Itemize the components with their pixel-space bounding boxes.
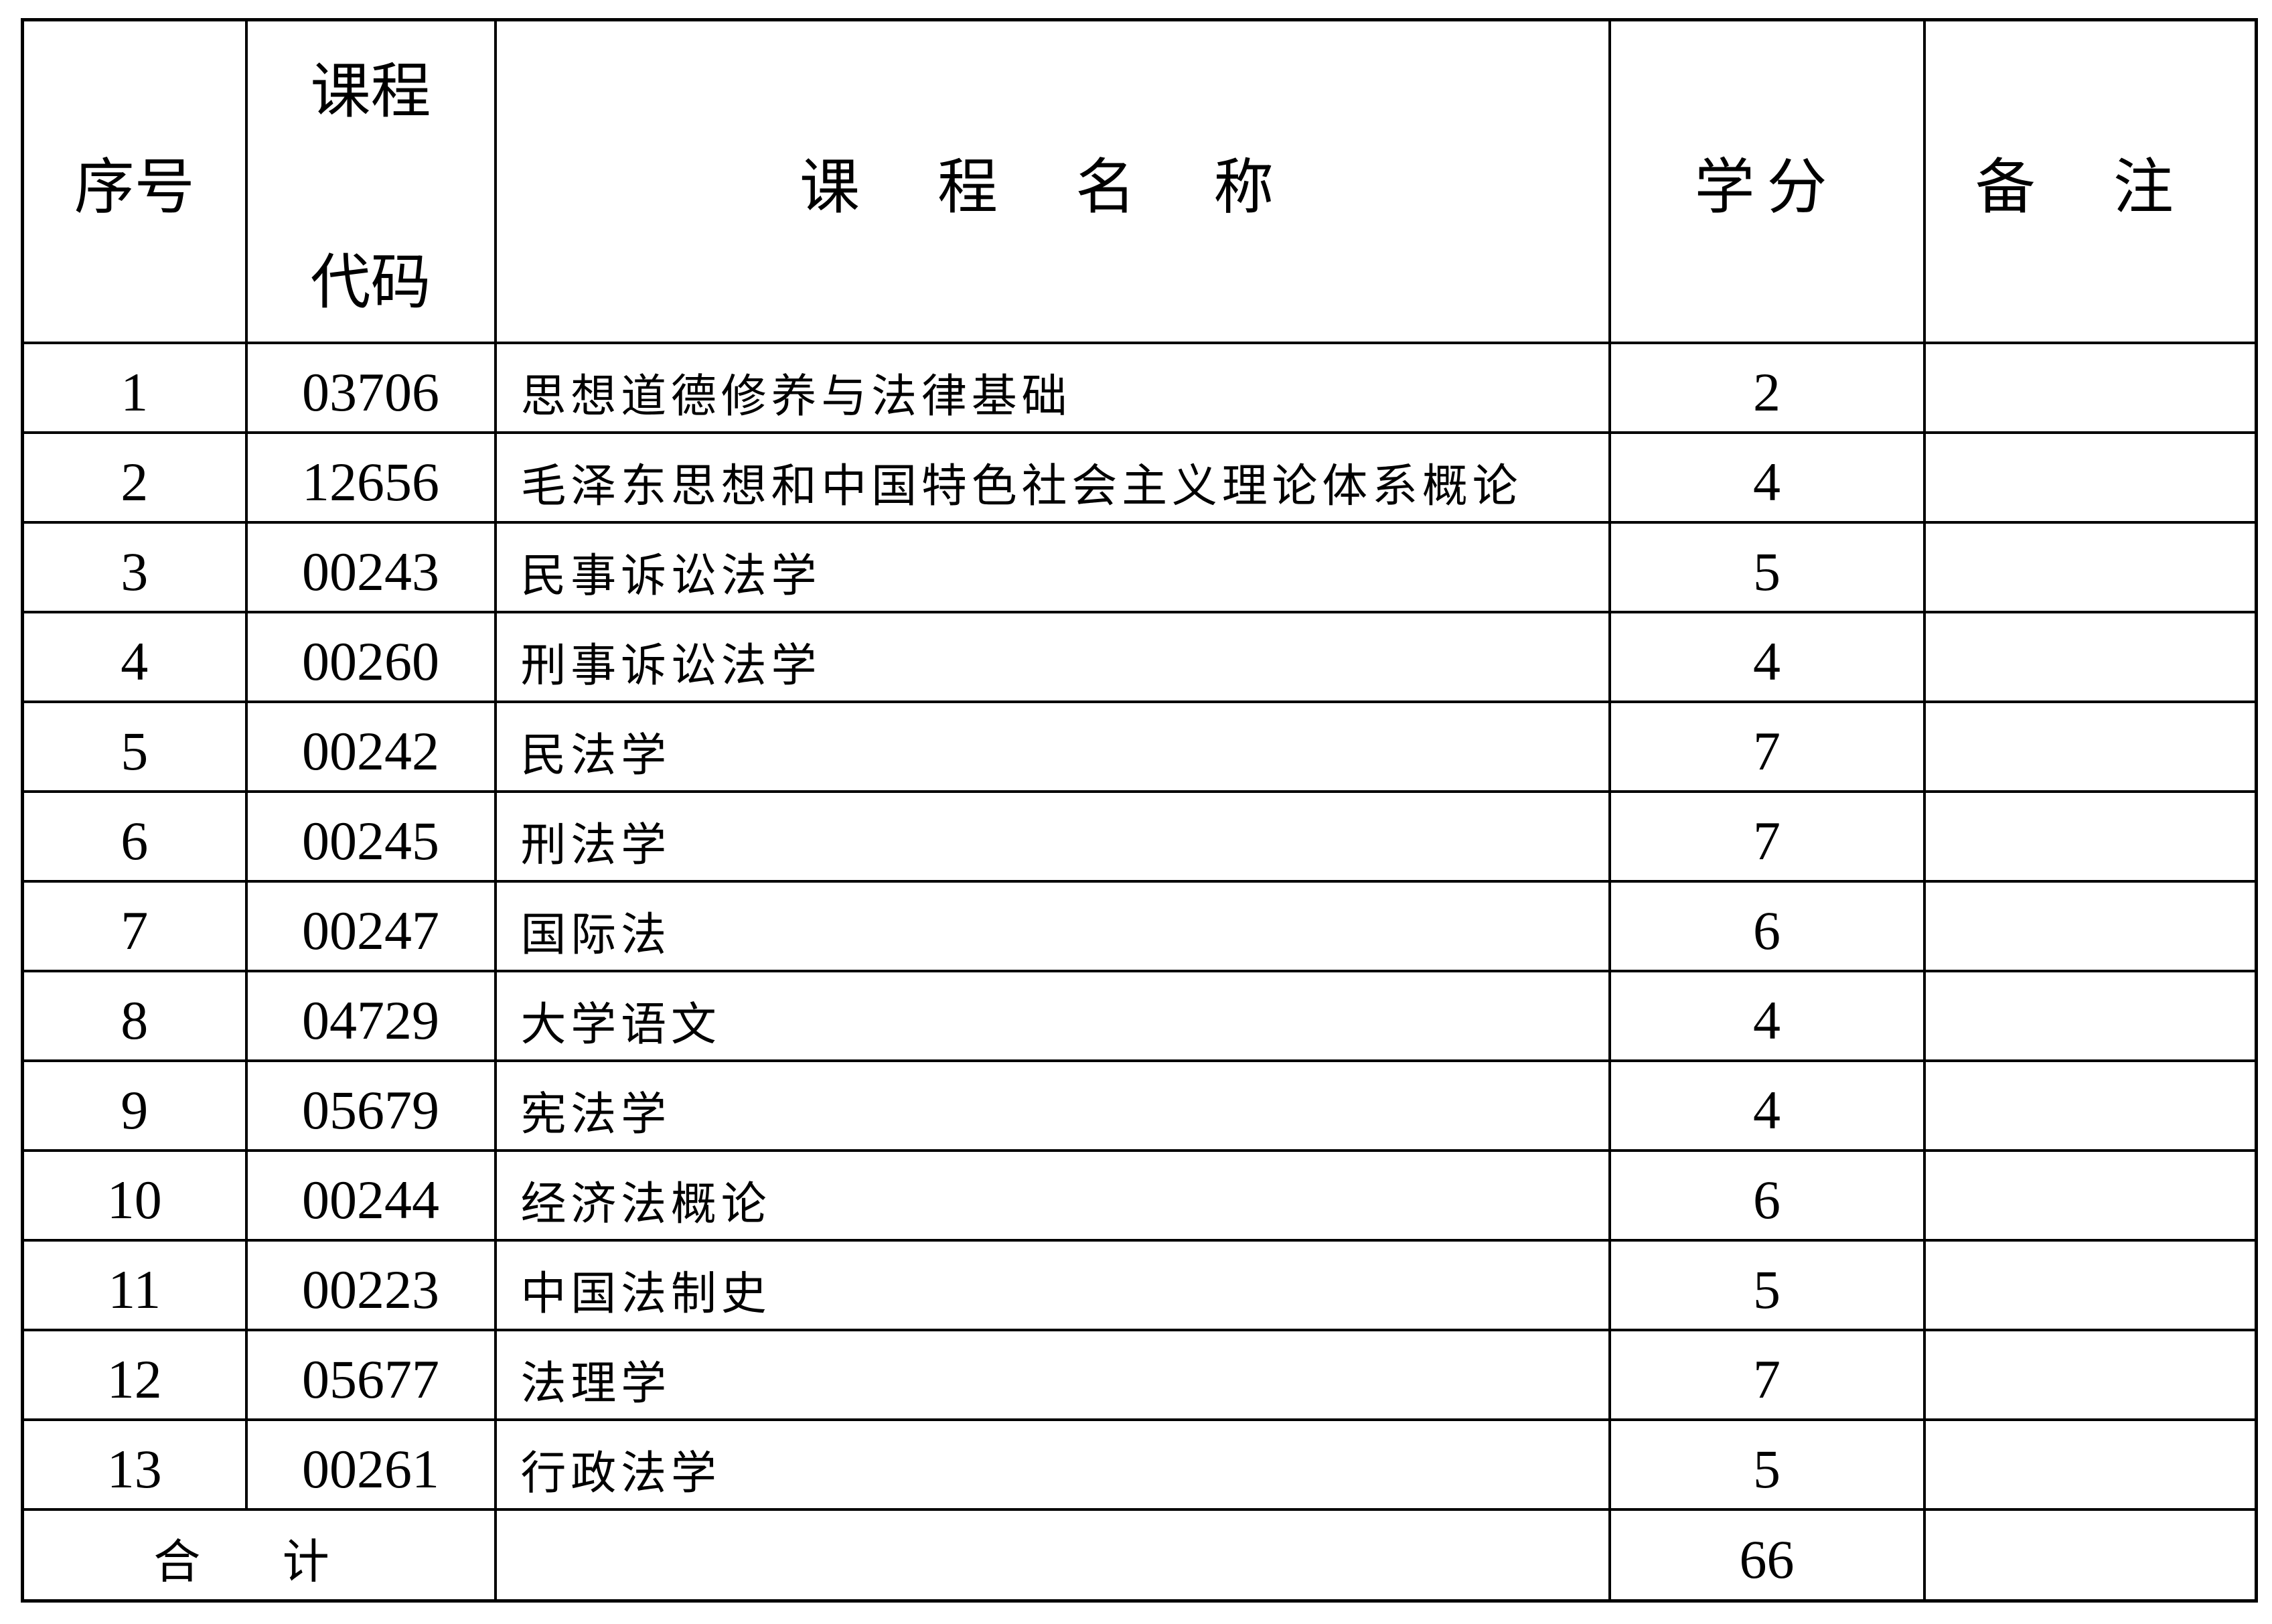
header-row: 序号 课程 代码 课 程 名 称 学分 备 注 (21, 18, 2258, 344)
table-row: 7 00247 国际法 6 (21, 879, 2258, 972)
serial-cell: 7 (21, 879, 248, 972)
remarks-cell (1922, 1418, 2258, 1511)
course-table: 序号 课程 代码 课 程 名 称 学分 备 注 1 03706 思想道德修养与法… (21, 18, 2258, 1603)
total-label-cell: 合 计 (21, 1507, 497, 1603)
serial-cell: 6 (21, 790, 248, 883)
code-cell: 00260 (244, 610, 497, 703)
serial-cell: 3 (21, 520, 248, 613)
credits-cell: 4 (1608, 1059, 1926, 1152)
name-cell: 刑法学 (494, 790, 1611, 883)
remarks-cell (1922, 1328, 2258, 1421)
serial-cell: 12 (21, 1328, 248, 1421)
serial-cell: 10 (21, 1149, 248, 1242)
credits-cell: 7 (1608, 700, 1926, 793)
remarks-cell (1922, 879, 2258, 972)
credits-cell: 6 (1608, 879, 1926, 972)
code-cell: 00261 (244, 1418, 497, 1511)
header-credits: 学分 (1608, 18, 1926, 344)
table-row: 9 05679 宪法学 4 (21, 1059, 2258, 1152)
credits-cell: 4 (1608, 610, 1926, 703)
table-row: 3 00243 民事诉讼法学 5 (21, 520, 2258, 613)
serial-cell: 1 (21, 341, 248, 434)
table-row: 1 03706 思想道德修养与法律基础 2 (21, 341, 2258, 434)
table-row: 8 04729 大学语文 4 (21, 969, 2258, 1062)
header-code: 课程 代码 (244, 18, 497, 344)
name-cell: 宪法学 (494, 1059, 1611, 1152)
table-row: 5 00242 民法学 7 (21, 700, 2258, 793)
name-cell: 毛泽东思想和中国特色社会主义理论体系概论 (494, 431, 1611, 524)
table-row: 11 00223 中国法制史 5 (21, 1238, 2258, 1331)
remarks-cell (1922, 1059, 2258, 1152)
serial-cell: 8 (21, 969, 248, 1062)
header-code-line1: 课程 (310, 59, 431, 126)
remarks-cell (1922, 610, 2258, 703)
code-cell: 00245 (244, 790, 497, 883)
table-row: 13 00261 行政法学 5 (21, 1418, 2258, 1511)
serial-cell: 4 (21, 610, 248, 703)
name-cell: 国际法 (494, 879, 1611, 972)
serial-cell: 5 (21, 700, 248, 793)
name-cell: 经济法概论 (494, 1149, 1611, 1242)
credits-cell: 4 (1608, 431, 1926, 524)
code-cell: 05677 (244, 1328, 497, 1421)
code-cell: 00243 (244, 520, 497, 613)
code-cell: 03706 (244, 341, 497, 434)
code-cell: 12656 (244, 431, 497, 524)
total-row: 合 计 66 (21, 1507, 2258, 1603)
remarks-cell (1922, 520, 2258, 613)
remarks-cell (1922, 969, 2258, 1062)
remarks-cell (1922, 431, 2258, 524)
remarks-cell (1922, 1238, 2258, 1331)
code-cell: 04729 (244, 969, 497, 1062)
remarks-cell (1922, 700, 2258, 793)
name-cell: 中国法制史 (494, 1238, 1611, 1331)
name-cell: 刑事诉讼法学 (494, 610, 1611, 703)
credits-cell: 5 (1608, 1238, 1926, 1331)
serial-cell: 9 (21, 1059, 248, 1152)
code-cell: 00244 (244, 1149, 497, 1242)
header-code-line2: 代码 (310, 250, 431, 317)
credits-cell: 5 (1608, 520, 1926, 613)
serial-cell: 11 (21, 1238, 248, 1331)
table-row: 2 12656 毛泽东思想和中国特色社会主义理论体系概论 4 (21, 431, 2258, 524)
serial-cell: 2 (21, 431, 248, 524)
code-cell: 00247 (244, 879, 497, 972)
header-serial: 序号 (21, 18, 248, 344)
remarks-cell (1922, 790, 2258, 883)
header-remarks: 备 注 (1922, 18, 2258, 344)
credits-cell: 6 (1608, 1149, 1926, 1242)
table-row: 6 00245 刑法学 7 (21, 790, 2258, 883)
name-cell: 法理学 (494, 1328, 1611, 1421)
name-cell: 大学语文 (494, 969, 1611, 1062)
total-name-cell (494, 1507, 1611, 1603)
code-cell: 00223 (244, 1238, 497, 1331)
name-cell: 行政法学 (494, 1418, 1611, 1511)
header-course-name: 课 程 名 称 (494, 18, 1611, 344)
table-row: 10 00244 经济法概论 6 (21, 1149, 2258, 1242)
remarks-cell (1922, 1149, 2258, 1242)
credits-cell: 7 (1608, 790, 1926, 883)
credits-cell: 7 (1608, 1328, 1926, 1421)
header-code-lines: 课程 代码 (249, 23, 493, 340)
credits-cell: 2 (1608, 341, 1926, 434)
table-row: 12 05677 法理学 7 (21, 1328, 2258, 1421)
name-cell: 民法学 (494, 700, 1611, 793)
name-cell: 民事诉讼法学 (494, 520, 1611, 613)
total-credits-cell: 66 (1608, 1507, 1926, 1603)
remarks-cell (1922, 341, 2258, 434)
credits-cell: 5 (1608, 1418, 1926, 1511)
name-cell: 思想道德修养与法律基础 (494, 341, 1611, 434)
code-cell: 05679 (244, 1059, 497, 1152)
credits-cell: 4 (1608, 969, 1926, 1062)
table-row: 4 00260 刑事诉讼法学 4 (21, 610, 2258, 703)
total-remarks-cell (1922, 1507, 2258, 1603)
serial-cell: 13 (21, 1418, 248, 1511)
code-cell: 00242 (244, 700, 497, 793)
